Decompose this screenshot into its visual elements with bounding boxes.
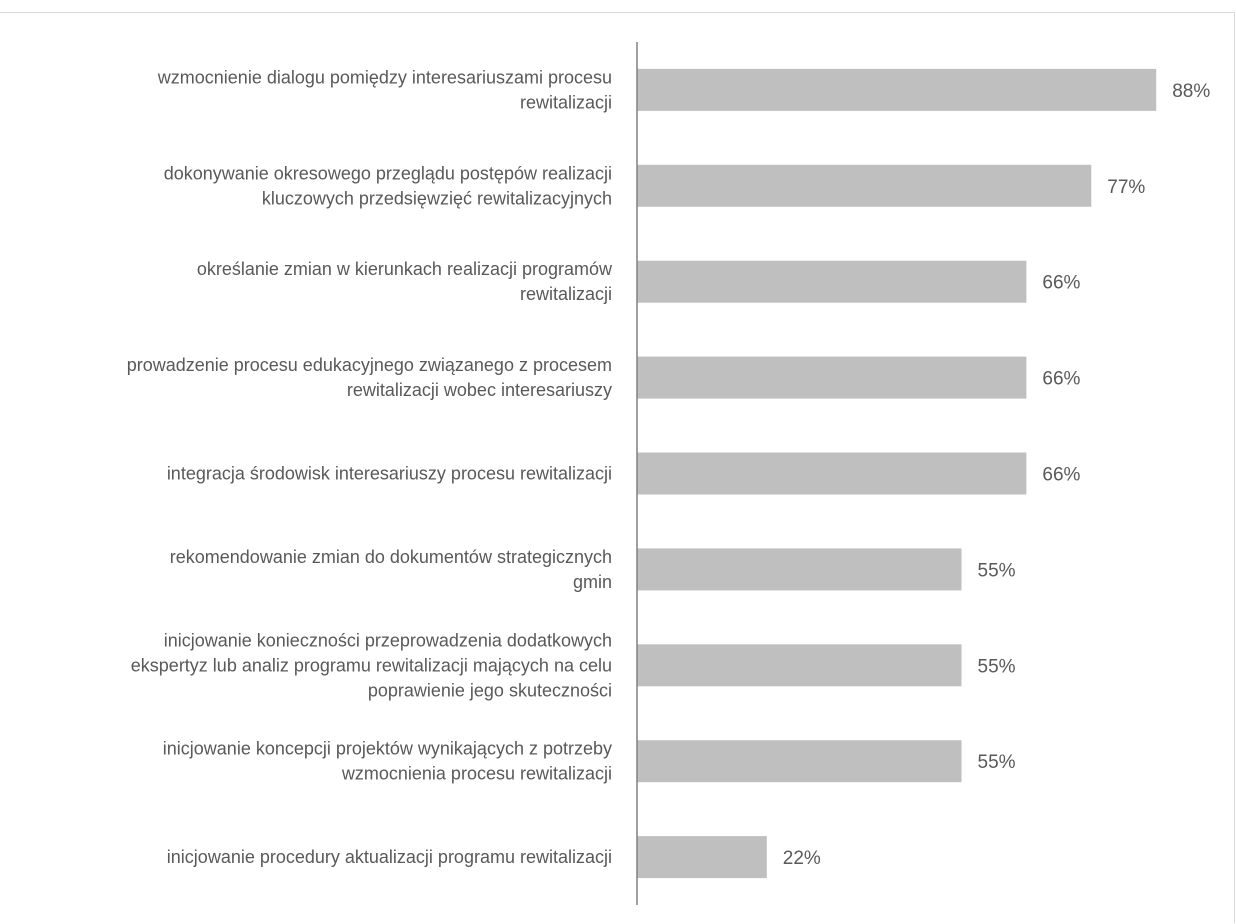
- data-label-5: 66%: [1042, 465, 1080, 486]
- category-label-3: określanie zmian w kierunkach realizacji…: [197, 259, 613, 304]
- bar-4: [637, 356, 1027, 399]
- data-label-2: 77%: [1107, 177, 1145, 198]
- category-label-line: kluczowych przedsięwzięć rewitalizacyjny…: [262, 188, 612, 208]
- category-label-9: inicjowanie procedury aktualizacji progr…: [167, 847, 612, 867]
- data-label-3: 66%: [1042, 273, 1080, 294]
- category-label-line: poprawienie jego skuteczności: [368, 680, 612, 700]
- category-label-8: inicjowanie koncepcji projektów wynikają…: [163, 739, 612, 784]
- category-label-line: prowadzenie procesu edukacyjnego związan…: [127, 355, 612, 375]
- category-label-line: inicjowanie koncepcji projektów wynikają…: [163, 739, 612, 759]
- bar-2: [637, 164, 1092, 207]
- category-label-7: inicjowanie konieczności przeprowadzenia…: [131, 630, 612, 700]
- data-label-8: 55%: [978, 752, 1016, 773]
- category-label-line: wzmocnienia procesu rewitalizacji: [341, 764, 612, 784]
- category-label-line: rekomendowanie zmian do dokumentów strat…: [170, 547, 612, 567]
- category-label-line: rewitalizacji: [520, 284, 612, 304]
- category-label-6: rekomendowanie zmian do dokumentów strat…: [170, 547, 612, 592]
- bars: [637, 68, 1157, 879]
- category-label-line: inicjowanie procedury aktualizacji progr…: [167, 847, 612, 867]
- data-label-4: 66%: [1042, 369, 1080, 390]
- data-label-1: 88%: [1172, 81, 1210, 102]
- category-label-2: dokonywanie okresowego przeglądu postępó…: [164, 163, 612, 208]
- category-label-line: rewitalizacji wobec interesariuszy: [347, 380, 612, 400]
- category-label-5: integracja środowisk interesariuszy proc…: [167, 464, 612, 484]
- category-label-1: wzmocnienie dialogu pomiędzy interesariu…: [157, 67, 612, 112]
- category-label-line: inicjowanie konieczności przeprowadzenia…: [164, 630, 612, 650]
- category-label-line: gmin: [573, 572, 612, 592]
- category-label-line: rewitalizacji: [520, 92, 612, 112]
- category-label-4: prowadzenie procesu edukacyjnego związan…: [127, 355, 612, 400]
- bar-1: [637, 68, 1157, 111]
- bar-3: [637, 260, 1027, 303]
- data-label-9: 22%: [783, 848, 821, 869]
- bar-7: [637, 644, 962, 687]
- bar-6: [637, 548, 962, 591]
- bar-9: [637, 836, 767, 879]
- data-label-6: 55%: [978, 560, 1016, 581]
- category-label-line: ekspertyz lub analiz programu rewitaliza…: [131, 655, 612, 675]
- category-label-line: dokonywanie okresowego przeglądu postępó…: [164, 163, 612, 183]
- chart-frame: [0, 12, 1235, 923]
- bar-8: [637, 740, 962, 783]
- data-labels: 88% 77% 66% 66% 66% 55% 55% 55% 22%: [783, 81, 1211, 869]
- category-label-line: integracja środowisk interesariuszy proc…: [167, 464, 612, 484]
- category-label-line: określanie zmian w kierunkach realizacji…: [197, 259, 613, 279]
- data-label-7: 55%: [978, 656, 1016, 677]
- category-label-line: wzmocnienie dialogu pomiędzy interesariu…: [157, 67, 612, 87]
- bar-5: [637, 452, 1027, 495]
- category-labels: wzmocnienie dialogu pomiędzy interesariu…: [127, 67, 613, 867]
